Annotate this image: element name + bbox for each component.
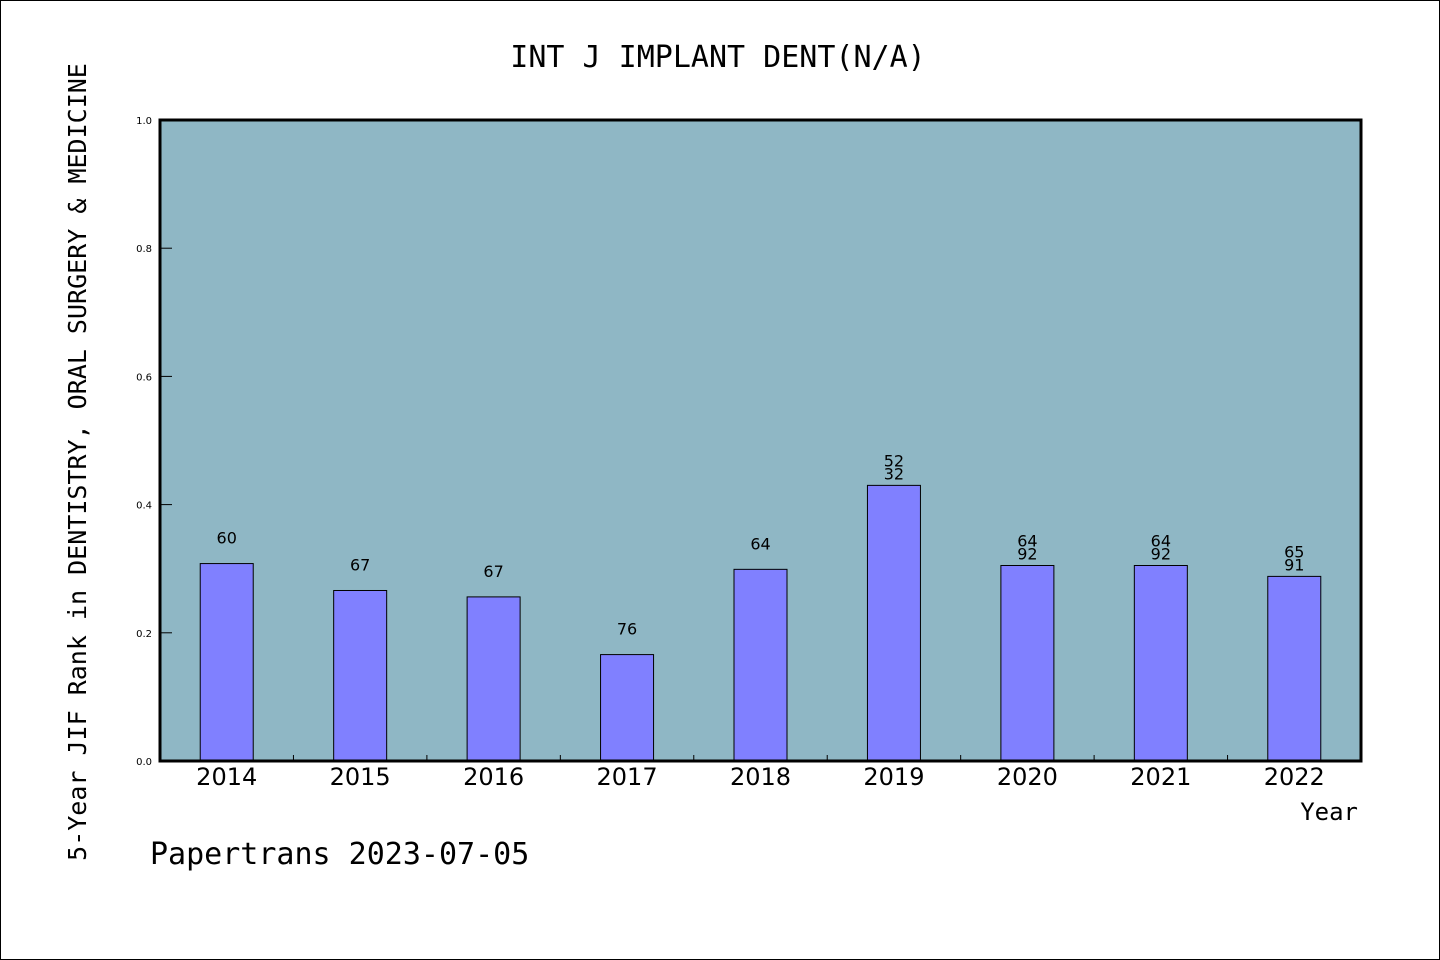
x-tick-label: 2017 — [597, 763, 658, 791]
bar-value-label: 92 — [1017, 544, 1037, 563]
y-tick-label: 0.2 — [136, 629, 152, 640]
chart-title: INT J IMPLANT DENT(N/A) — [510, 40, 925, 75]
bar-value-label: 92 — [1151, 544, 1171, 563]
x-tick-label: 2021 — [1130, 763, 1191, 791]
x-tick-label: 2018 — [730, 763, 791, 791]
bar-value-label: 52 — [884, 451, 904, 470]
bar — [466, 596, 521, 762]
bar-value-label: 65 — [1284, 542, 1304, 561]
bar — [733, 568, 788, 762]
bar — [1267, 575, 1322, 762]
bar-value-label: 64 — [750, 534, 770, 553]
bar-value-label: 67 — [483, 562, 503, 581]
bar-value-label: 76 — [617, 620, 637, 639]
footer-credit: Papertrans 2023-07-05 — [150, 837, 529, 872]
bar — [199, 563, 254, 762]
bar-value-label: 67 — [350, 555, 370, 574]
x-tick-label: 2022 — [1264, 763, 1325, 791]
x-tick-label: 2016 — [463, 763, 524, 791]
x-axis-label: Year — [1300, 798, 1358, 826]
bar-value-label: 60 — [217, 529, 237, 548]
y-tick-label: 0.8 — [136, 244, 152, 255]
bar — [866, 484, 921, 762]
bar-value-label: 91 — [1284, 555, 1304, 574]
bar-value-label: 64 — [1151, 531, 1171, 550]
plot-area: 0.0 0.2 0.4 0.6 0.8 1.0 60 2014 67 2015 67 2016 76 20… — [136, 116, 1363, 791]
x-tick-label: 2020 — [997, 763, 1058, 791]
y-axis-label: 5-Year JIF Rank in DENTISTRY, ORAL SURGE… — [63, 63, 92, 861]
x-tick-label: 2019 — [863, 763, 924, 791]
y-tick-label: 1.0 — [136, 116, 152, 127]
bar — [1133, 564, 1188, 762]
x-tick-label: 2015 — [330, 763, 391, 791]
plot-border — [158, 118, 1363, 763]
y-tick-label: 0.6 — [136, 372, 152, 383]
y-tick-label: 0.0 — [136, 757, 152, 768]
bar-value-label: 32 — [884, 464, 904, 483]
bar — [1000, 564, 1055, 762]
x-tick-label: 2014 — [196, 763, 257, 791]
bar — [600, 654, 655, 762]
y-tick-label: 0.4 — [136, 501, 152, 512]
bar-value-label: 64 — [1017, 531, 1037, 550]
bar — [333, 589, 388, 762]
